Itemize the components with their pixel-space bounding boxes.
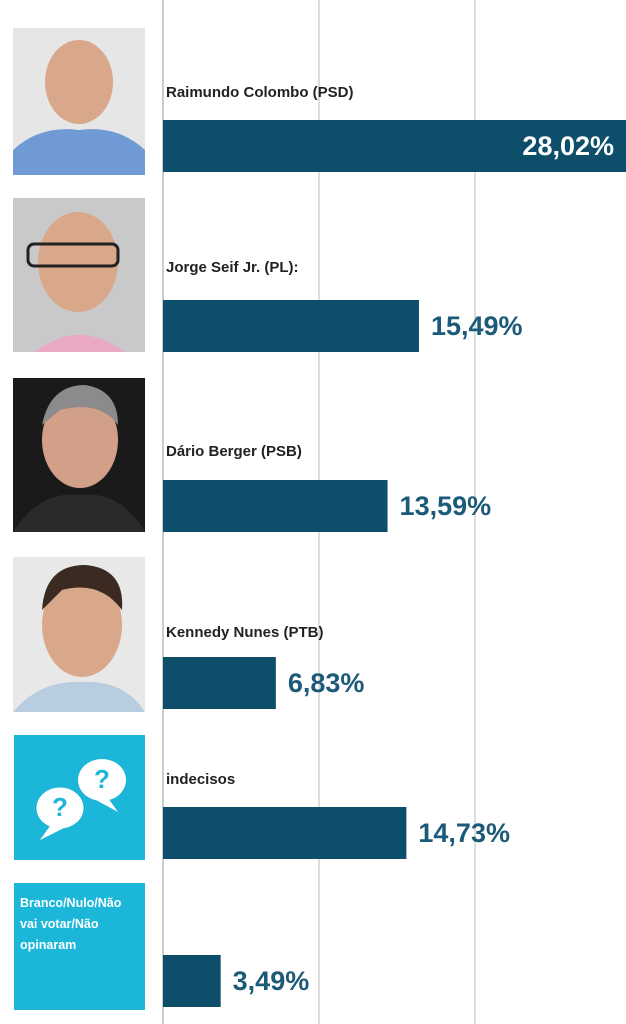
bar: [163, 480, 388, 532]
photo: [13, 28, 145, 175]
label-box: [14, 883, 145, 1010]
category-label: indecisos: [166, 771, 235, 788]
value-label: 6,83%: [288, 668, 365, 698]
photo: [13, 378, 145, 532]
bar: [163, 807, 407, 859]
question-icon: ? ?: [14, 735, 145, 860]
category-label: Dário Berger (PSB): [166, 443, 302, 460]
value-label: 28,02%: [522, 131, 614, 161]
bar: [163, 300, 419, 352]
svg-text:?: ?: [52, 792, 68, 822]
value-label: 3,49%: [233, 966, 310, 996]
value-label: 14,73%: [418, 818, 510, 848]
bar: [163, 657, 276, 709]
category-label: Branco/Nulo/Não vai votar/Não opinaram: [20, 896, 122, 952]
category-label: Raimundo Colombo (PSD): [166, 84, 354, 101]
value-label: 13,59%: [400, 491, 492, 521]
bar: [163, 955, 221, 1007]
category-label: Kennedy Nunes (PTB): [166, 624, 324, 641]
category-label: Jorge Seif Jr. (PL):: [166, 259, 299, 276]
photo: [13, 198, 145, 352]
bar: [163, 120, 626, 172]
photo: [13, 557, 145, 712]
value-label: 15,49%: [431, 311, 523, 341]
svg-text:?: ?: [94, 764, 110, 794]
